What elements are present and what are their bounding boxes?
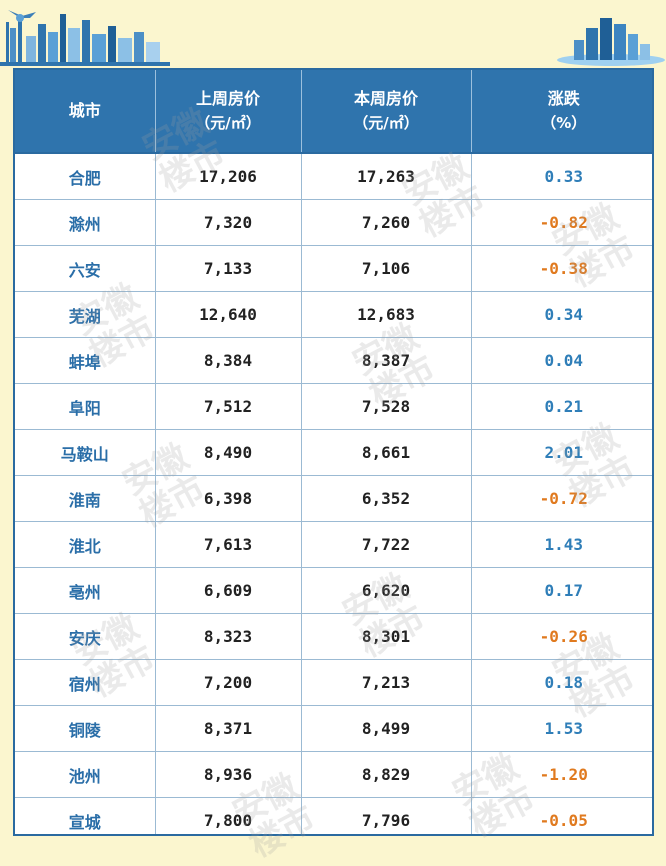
city-skyline-right-illustration <box>557 18 665 66</box>
this-week-price-cell: 7,106 <box>301 245 472 292</box>
last-week-price-cell: 7,800 <box>155 797 302 834</box>
this-week-price-cell: 12,683 <box>301 291 472 338</box>
this-week-price-cell: 7,260 <box>301 199 472 246</box>
this-week-price-cell: 6,352 <box>301 475 472 522</box>
table-row: 滁州 7,320 7,260 -0.82 <box>15 199 652 246</box>
this-week-price-cell: 8,829 <box>301 751 472 798</box>
city-cell: 芜湖 <box>15 291 156 338</box>
this-week-price-cell: 7,722 <box>301 521 472 568</box>
table-row: 安庆 8,323 8,301 -0.26 <box>15 613 652 660</box>
change-cell: -1.20 <box>471 751 652 798</box>
city-cell: 宣城 <box>15 797 156 834</box>
change-cell: 1.43 <box>471 521 652 568</box>
city-cell: 阜阳 <box>15 383 156 430</box>
change-cell: -0.82 <box>471 199 652 246</box>
change-cell: 2.01 <box>471 429 652 476</box>
city-cell: 池州 <box>15 751 156 798</box>
last-week-price-cell: 7,512 <box>155 383 302 430</box>
city-cell: 蚌埠 <box>15 337 156 384</box>
change-cell: -0.72 <box>471 475 652 522</box>
header-this-week-price: 本周房价 （元/㎡） <box>301 70 472 154</box>
table-row: 宿州 7,200 7,213 0.18 <box>15 659 652 706</box>
change-cell: 0.18 <box>471 659 652 706</box>
change-cell: -0.38 <box>471 245 652 292</box>
city-cell: 淮南 <box>15 475 156 522</box>
table-row: 亳州 6,609 6,620 0.17 <box>15 567 652 614</box>
header-change: 涨跌 （%） <box>471 70 652 154</box>
this-week-price-cell: 7,213 <box>301 659 472 706</box>
last-week-price-cell: 17,206 <box>155 152 302 200</box>
last-week-price-cell: 6,609 <box>155 567 302 614</box>
this-week-price-cell: 8,301 <box>301 613 472 660</box>
change-cell: -0.26 <box>471 613 652 660</box>
change-cell: 0.33 <box>471 152 652 200</box>
last-week-price-cell: 12,640 <box>155 291 302 338</box>
table-row: 淮南 6,398 6,352 -0.72 <box>15 475 652 522</box>
city-cell: 安庆 <box>15 613 156 660</box>
table-row: 池州 8,936 8,829 -1.20 <box>15 751 652 798</box>
table-row: 合肥 17,206 17,263 0.33 <box>15 152 652 200</box>
this-week-price-cell: 8,661 <box>301 429 472 476</box>
table-row: 阜阳 7,512 7,528 0.21 <box>15 383 652 430</box>
this-week-price-cell: 7,796 <box>301 797 472 834</box>
city-cell: 铜陵 <box>15 705 156 752</box>
city-cell: 六安 <box>15 245 156 292</box>
city-cell: 淮北 <box>15 521 156 568</box>
this-week-price-cell: 17,263 <box>301 152 472 200</box>
change-cell: 0.04 <box>471 337 652 384</box>
housing-price-table-container: 城市 上周房价 （元/㎡） 本周房价 （元/㎡） 涨跌 （%） 合肥 17,206… <box>13 68 654 836</box>
table-row: 宣城 7,800 7,796 -0.05 <box>15 797 652 834</box>
last-week-price-cell: 7,200 <box>155 659 302 706</box>
last-week-price-cell: 8,936 <box>155 751 302 798</box>
change-cell: -0.05 <box>471 797 652 834</box>
last-week-price-cell: 8,490 <box>155 429 302 476</box>
last-week-price-cell: 6,398 <box>155 475 302 522</box>
last-week-price-cell: 7,320 <box>155 199 302 246</box>
table-row: 淮北 7,613 7,722 1.43 <box>15 521 652 568</box>
change-cell: 0.34 <box>471 291 652 338</box>
last-week-price-cell: 8,323 <box>155 613 302 660</box>
housing-price-table: 城市 上周房价 （元/㎡） 本周房价 （元/㎡） 涨跌 （%） 合肥 17,206… <box>15 70 652 834</box>
city-cell: 亳州 <box>15 567 156 614</box>
this-week-price-cell: 7,528 <box>301 383 472 430</box>
table-row: 蚌埠 8,384 8,387 0.04 <box>15 337 652 384</box>
table-row: 马鞍山 8,490 8,661 2.01 <box>15 429 652 476</box>
change-cell: 1.53 <box>471 705 652 752</box>
header-last-week-price: 上周房价 （元/㎡） <box>155 70 302 154</box>
header-city: 城市 <box>15 70 156 154</box>
this-week-price-cell: 8,499 <box>301 705 472 752</box>
last-week-price-cell: 8,384 <box>155 337 302 384</box>
change-cell: 0.21 <box>471 383 652 430</box>
city-cell: 滁州 <box>15 199 156 246</box>
this-week-price-cell: 8,387 <box>301 337 472 384</box>
table-row: 芜湖 12,640 12,683 0.34 <box>15 291 652 338</box>
city-cell: 合肥 <box>15 152 156 200</box>
table-row: 铜陵 8,371 8,499 1.53 <box>15 705 652 752</box>
this-week-price-cell: 6,620 <box>301 567 472 614</box>
header-banner <box>0 0 666 66</box>
last-week-price-cell: 8,371 <box>155 705 302 752</box>
table-row: 六安 7,133 7,106 -0.38 <box>15 245 652 292</box>
last-week-price-cell: 7,613 <box>155 521 302 568</box>
city-cell: 宿州 <box>15 659 156 706</box>
last-week-price-cell: 7,133 <box>155 245 302 292</box>
city-cell: 马鞍山 <box>15 429 156 476</box>
city-skyline-left-illustration <box>0 10 170 66</box>
table-header-row: 城市 上周房价 （元/㎡） 本周房价 （元/㎡） 涨跌 （%） <box>15 70 652 154</box>
change-cell: 0.17 <box>471 567 652 614</box>
